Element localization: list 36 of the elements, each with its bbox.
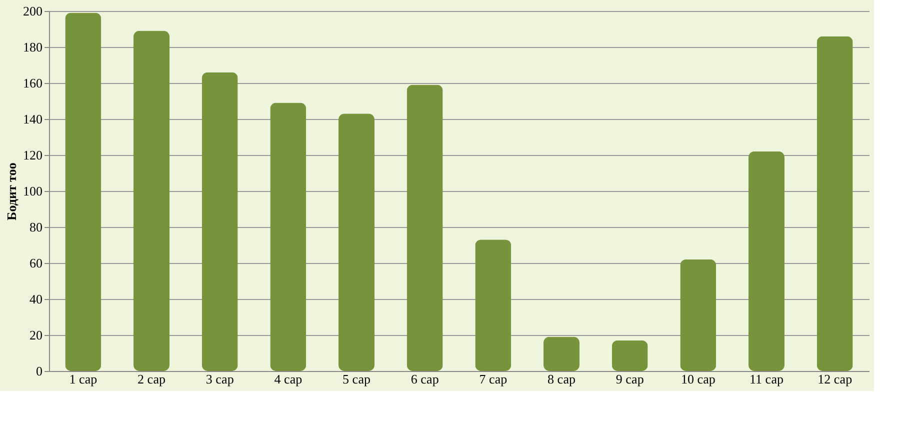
- y-tick-label: 160: [23, 76, 42, 90]
- y-tick-label: 40: [30, 292, 42, 306]
- x-tick-label: 5 сар: [342, 372, 370, 386]
- x-tick-label: 11 сар: [750, 372, 784, 386]
- bar: [270, 102, 306, 371]
- y-tick-label: 140: [23, 112, 42, 126]
- bar: [748, 151, 784, 371]
- y-tick-label: 80: [30, 220, 42, 234]
- x-tick-label: 9 сар: [616, 372, 644, 386]
- x-tick-label: 10 сар: [680, 372, 716, 386]
- bar: [65, 12, 102, 371]
- y-tick-label: 60: [30, 256, 42, 270]
- bar: [202, 72, 238, 371]
- x-tick-label: 7 сар: [479, 372, 508, 386]
- bar: [612, 340, 648, 371]
- bar: [680, 259, 716, 371]
- x-tick-label: 6 сар: [410, 372, 439, 386]
- bar: [338, 114, 374, 371]
- x-tick-label: 8 сар: [548, 372, 576, 386]
- x-tick-label: 2 сар: [138, 372, 166, 386]
- x-tick-label: 12 сар: [818, 372, 852, 386]
- y-tick-label: 20: [30, 328, 42, 342]
- y-tick-label: 180: [23, 40, 42, 54]
- bar: [816, 36, 853, 371]
- y-axis-title: Бодит тоо: [4, 162, 19, 220]
- y-tick-label: 0: [36, 364, 42, 378]
- x-tick-label: 3 сар: [206, 372, 234, 386]
- bar: [134, 30, 170, 371]
- bar: [544, 336, 580, 371]
- y-tick-label: 120: [23, 148, 42, 162]
- bar: [406, 84, 443, 371]
- x-tick-label: 1 сар: [69, 372, 98, 386]
- x-tick-label: 4 сар: [274, 372, 302, 386]
- y-tick-label: 100: [23, 184, 42, 198]
- y-tick-label: 200: [23, 4, 42, 18]
- bar: [475, 240, 512, 371]
